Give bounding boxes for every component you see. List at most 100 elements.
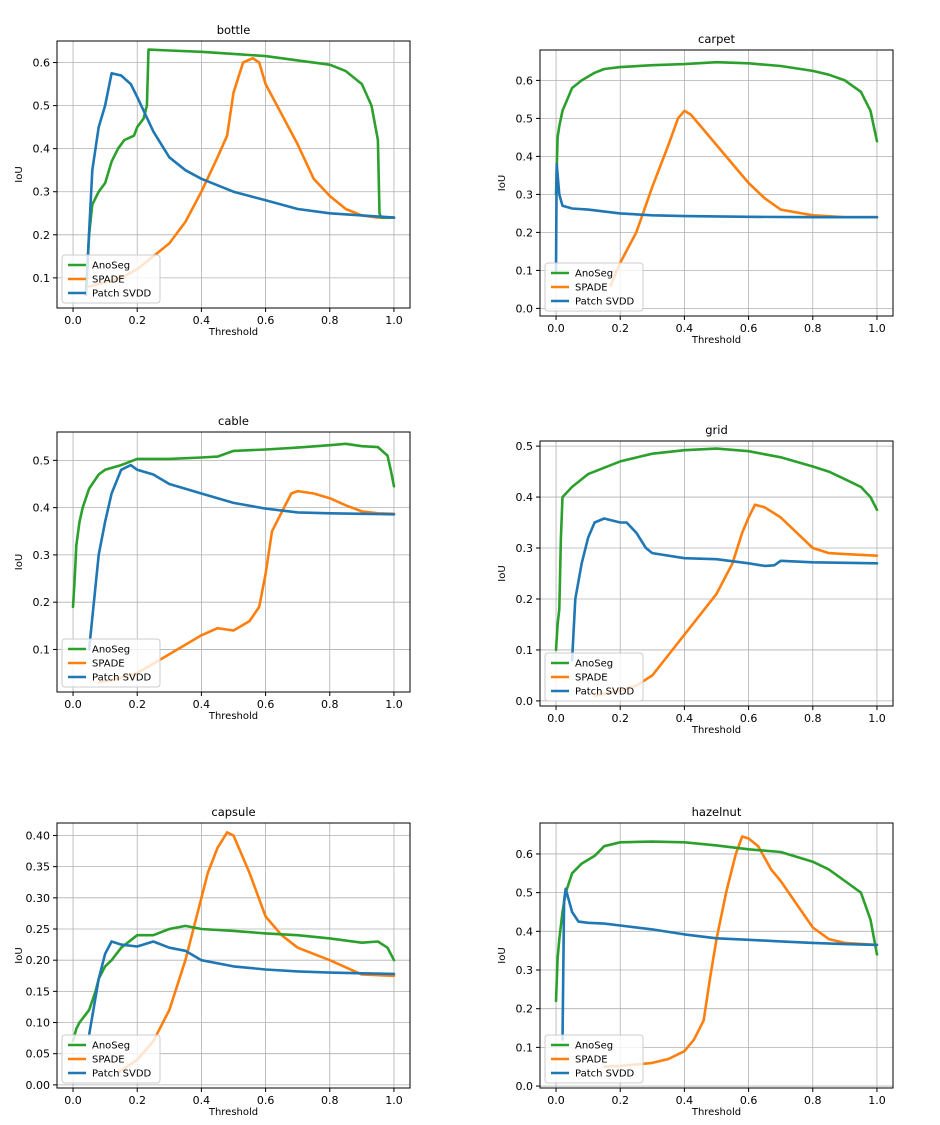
y-tick-label: 0.1 — [516, 1041, 534, 1054]
y-tick-label: 0.4 — [33, 143, 51, 156]
x-tick-label: 0.4 — [193, 1094, 211, 1107]
chart-title: grid — [705, 423, 728, 437]
chart-bottle: 0.0 0.2 0.4 0.6 0.8 1.0 0.1 0.2 0.3 0.4 0.5 0.6 bott… — [14, 23, 411, 338]
x-axis-label: Threshold — [208, 711, 258, 722]
y-tick-label: 0.30 — [26, 892, 51, 905]
y-tick-label: 0.6 — [516, 848, 534, 861]
y-tick-label: 0.1 — [516, 264, 534, 277]
x-tick-label: 0.6 — [740, 712, 758, 725]
y-tick-label: 0.0 — [516, 1080, 534, 1093]
legend-label: AnoSeg — [92, 1041, 130, 1052]
legend-box — [61, 638, 161, 688]
legend-label: Patch SVDD — [92, 289, 152, 300]
y-axis-label: IoU — [14, 947, 25, 963]
legend: AnoSeg SPADE Patch SVDD — [544, 1034, 644, 1084]
x-tick-label: 1.0 — [385, 314, 403, 327]
y-tick-label: 0.4 — [516, 925, 534, 938]
x-tick-label: 0.0 — [547, 712, 565, 725]
legend-label: SPADE — [92, 659, 125, 670]
y-tick-label: 0.6 — [516, 74, 534, 87]
y-tick-label: 0.20 — [26, 954, 51, 967]
y-tick-label: 0.3 — [33, 186, 51, 199]
x-axis-label: Threshold — [691, 725, 741, 736]
chart-hazelnut: 0.0 0.2 0.4 0.6 0.8 1.0 0.0 0.1 0.2 0.3 0.4 0.5 0.6 h… — [497, 805, 894, 1118]
series-line-spade — [116, 831, 396, 1074]
legend-box — [61, 254, 161, 304]
series-line-anoseg — [554, 447, 879, 652]
axes-frame — [539, 440, 894, 707]
series-line-anoseg — [554, 60, 879, 196]
y-tick-label: 0.3 — [516, 188, 534, 201]
y-tick-label: 0.3 — [516, 964, 534, 977]
x-tick-label: 1.0 — [868, 1094, 886, 1107]
x-tick-label: 0.6 — [740, 1094, 758, 1107]
x-tick-label: 0.4 — [676, 712, 694, 725]
x-tick-label: 0.8 — [321, 1094, 339, 1107]
series-line-spade — [609, 109, 879, 287]
x-tick-label: 0.6 — [257, 698, 275, 711]
legend-label: AnoSeg — [575, 269, 613, 280]
legend-label: AnoSeg — [92, 645, 130, 656]
y-tick-label: 0.6 — [33, 57, 51, 70]
x-tick-label: 0.8 — [321, 314, 339, 327]
x-axis-label: Threshold — [691, 335, 741, 346]
y-tick-label: 0.3 — [33, 549, 51, 562]
series-line-patch-svdd — [570, 517, 879, 662]
y-tick-label: 0.15 — [26, 985, 51, 998]
legend-label: AnoSeg — [575, 659, 613, 670]
series-line-patch-svdd — [87, 463, 396, 651]
chart-title: hazelnut — [692, 805, 742, 819]
legend: AnoSeg SPADE Patch SVDD — [61, 1034, 161, 1084]
x-tick-label: 0.0 — [64, 698, 82, 711]
x-tick-label: 0.6 — [257, 314, 275, 327]
series-line-spade — [593, 503, 879, 698]
chart-cable: 0.0 0.2 0.4 0.6 0.8 1.0 0.1 0.2 0.3 0.4 0.5 cable Th… — [14, 414, 411, 722]
legend: AnoSeg SPADE Patch SVDD — [544, 262, 644, 312]
x-tick-label: 0.2 — [611, 712, 629, 725]
x-tick-label: 1.0 — [868, 322, 886, 335]
y-tick-label: 0.2 — [516, 593, 534, 606]
legend-label: Patch SVDD — [92, 1069, 152, 1080]
x-tick-label: 0.4 — [193, 698, 211, 711]
y-tick-label: 0.25 — [26, 923, 51, 936]
legend-label: Patch SVDD — [92, 673, 152, 684]
series-line-patch-svdd — [87, 940, 396, 1037]
y-tick-label: 0.4 — [516, 150, 534, 163]
x-tick-label: 0.0 — [64, 314, 82, 327]
x-tick-label: 0.0 — [547, 322, 565, 335]
x-tick-label: 0.6 — [740, 322, 758, 335]
series-line-patch-svdd — [84, 72, 396, 297]
legend-label: SPADE — [575, 1055, 608, 1066]
series-line-patch-svdd — [554, 162, 879, 272]
x-tick-label: 0.2 — [128, 314, 146, 327]
x-tick-label: 0.2 — [128, 1094, 146, 1107]
y-tick-label: 0.5 — [33, 454, 51, 467]
x-tick-label: 1.0 — [385, 698, 403, 711]
legend-label: Patch SVDD — [575, 1069, 635, 1080]
y-tick-label: 0.5 — [516, 112, 534, 125]
y-tick-label: 0.0 — [516, 695, 534, 708]
y-tick-label: 0.1 — [33, 272, 51, 285]
y-tick-label: 0.5 — [516, 440, 534, 453]
y-tick-label: 0.2 — [33, 229, 51, 242]
axes-frame — [539, 49, 894, 317]
legend-box — [61, 1034, 161, 1084]
y-tick-label: 0.0 — [516, 302, 534, 315]
axes-frame — [56, 822, 411, 1089]
x-tick-label: 0.8 — [804, 712, 822, 725]
x-tick-label: 0.8 — [804, 322, 822, 335]
axes-frame — [56, 431, 411, 693]
x-axis-label: Threshold — [208, 327, 258, 338]
y-tick-label: 0.2 — [33, 596, 51, 609]
y-tick-label: 0.3 — [516, 542, 534, 555]
legend-label: SPADE — [92, 275, 125, 286]
x-tick-label: 1.0 — [385, 1094, 403, 1107]
x-tick-label: 0.2 — [611, 322, 629, 335]
axes-frame — [539, 822, 894, 1089]
y-tick-label: 0.4 — [33, 502, 51, 515]
y-tick-label: 0.1 — [516, 644, 534, 657]
y-tick-label: 0.05 — [26, 1048, 51, 1061]
y-tick-label: 0.2 — [516, 1003, 534, 1016]
y-tick-label: 0.35 — [26, 861, 51, 874]
legend-label: SPADE — [575, 283, 608, 294]
